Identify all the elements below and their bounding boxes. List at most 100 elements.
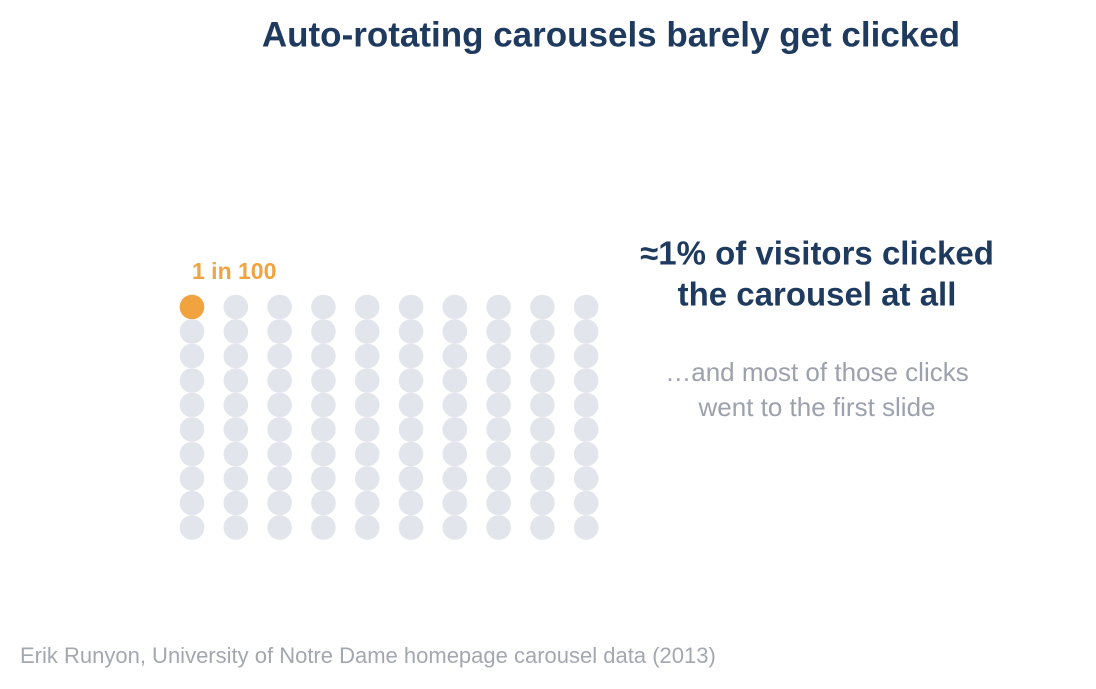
dot: [398, 417, 424, 442]
dot: [267, 294, 292, 320]
dot: [179, 466, 205, 491]
dot: [267, 392, 292, 418]
dot: [311, 368, 336, 393]
dot: [442, 515, 468, 540]
dot: [179, 319, 205, 344]
dot: [354, 515, 380, 540]
dot: [486, 343, 511, 369]
dot: [311, 343, 336, 369]
dot: [223, 466, 249, 491]
dot: [530, 466, 555, 491]
dot: [486, 368, 511, 393]
dot: [573, 490, 599, 516]
dot: [442, 294, 468, 320]
dot: [486, 319, 511, 344]
dot: [223, 343, 249, 369]
dot: [573, 466, 599, 491]
dot: [573, 392, 599, 418]
dot: [573, 319, 599, 344]
dot: [530, 515, 555, 540]
dot: [311, 441, 336, 467]
dot: [354, 392, 380, 418]
dot: [442, 368, 468, 393]
dot: [573, 417, 599, 442]
dot: [530, 368, 555, 393]
dot: [354, 319, 380, 344]
dot: [486, 515, 511, 540]
dot: [223, 319, 249, 344]
dot: [530, 417, 555, 442]
dot: [442, 343, 468, 369]
dot: [354, 466, 380, 491]
dot: [486, 441, 511, 467]
dot: [354, 294, 380, 320]
dot: [311, 392, 336, 418]
dot: [398, 441, 424, 467]
dot: [442, 466, 468, 491]
dot: [267, 490, 292, 516]
subtext: went to the first slide: [698, 392, 936, 422]
dot: [530, 343, 555, 369]
dot: [442, 417, 468, 442]
dot: [442, 441, 468, 467]
dot: [354, 343, 380, 369]
dot: [573, 515, 599, 540]
dot: [398, 343, 424, 369]
dot: [179, 392, 205, 418]
dot: [398, 490, 424, 516]
dot: [354, 417, 380, 442]
dot: [311, 490, 336, 516]
dot: [267, 441, 292, 467]
dot: [398, 368, 424, 393]
dot: [223, 294, 249, 320]
dot: [486, 490, 511, 516]
dot: [486, 417, 511, 442]
highlight-dot: [179, 294, 205, 320]
dot: [573, 294, 599, 320]
dot: [311, 319, 336, 344]
source: Erik Runyon, University of Notre Dame ho…: [20, 643, 716, 668]
subtext: …and most of those clicks: [665, 357, 968, 387]
dot: [223, 441, 249, 467]
dot: [398, 466, 424, 491]
dot: [486, 294, 511, 320]
highlight-label: 1 in 100: [192, 258, 276, 284]
dot: [267, 343, 292, 369]
dot: [398, 515, 424, 540]
dot: [267, 319, 292, 344]
dot: [179, 417, 205, 442]
headline: the carousel at all: [678, 276, 957, 313]
headline: ≈1% of visitors clicked: [640, 235, 994, 272]
dot: [311, 515, 336, 540]
dot: [573, 368, 599, 393]
dot: [223, 515, 249, 540]
dot: [267, 417, 292, 442]
dot: [267, 368, 292, 393]
dot: [311, 466, 336, 491]
dot: [442, 319, 468, 344]
dot: [398, 319, 424, 344]
dot: [530, 294, 555, 320]
dot: [398, 294, 424, 320]
dot: [442, 490, 468, 516]
dot: [486, 392, 511, 418]
dot: [223, 490, 249, 516]
dot: [573, 441, 599, 467]
dot: [267, 515, 292, 540]
dot: [311, 417, 336, 442]
dot: [354, 441, 380, 467]
dot: [267, 466, 292, 491]
dot: [223, 368, 249, 393]
dot: [179, 368, 205, 393]
dot: [223, 417, 249, 442]
chart-title: Auto-rotating carousels barely get click…: [262, 15, 960, 54]
dot: [573, 343, 599, 369]
dot: [179, 490, 205, 516]
dot: [179, 515, 205, 540]
dot: [179, 343, 205, 369]
dot: [530, 392, 555, 418]
dot: [530, 441, 555, 467]
dot: [354, 490, 380, 516]
dot: [398, 392, 424, 418]
